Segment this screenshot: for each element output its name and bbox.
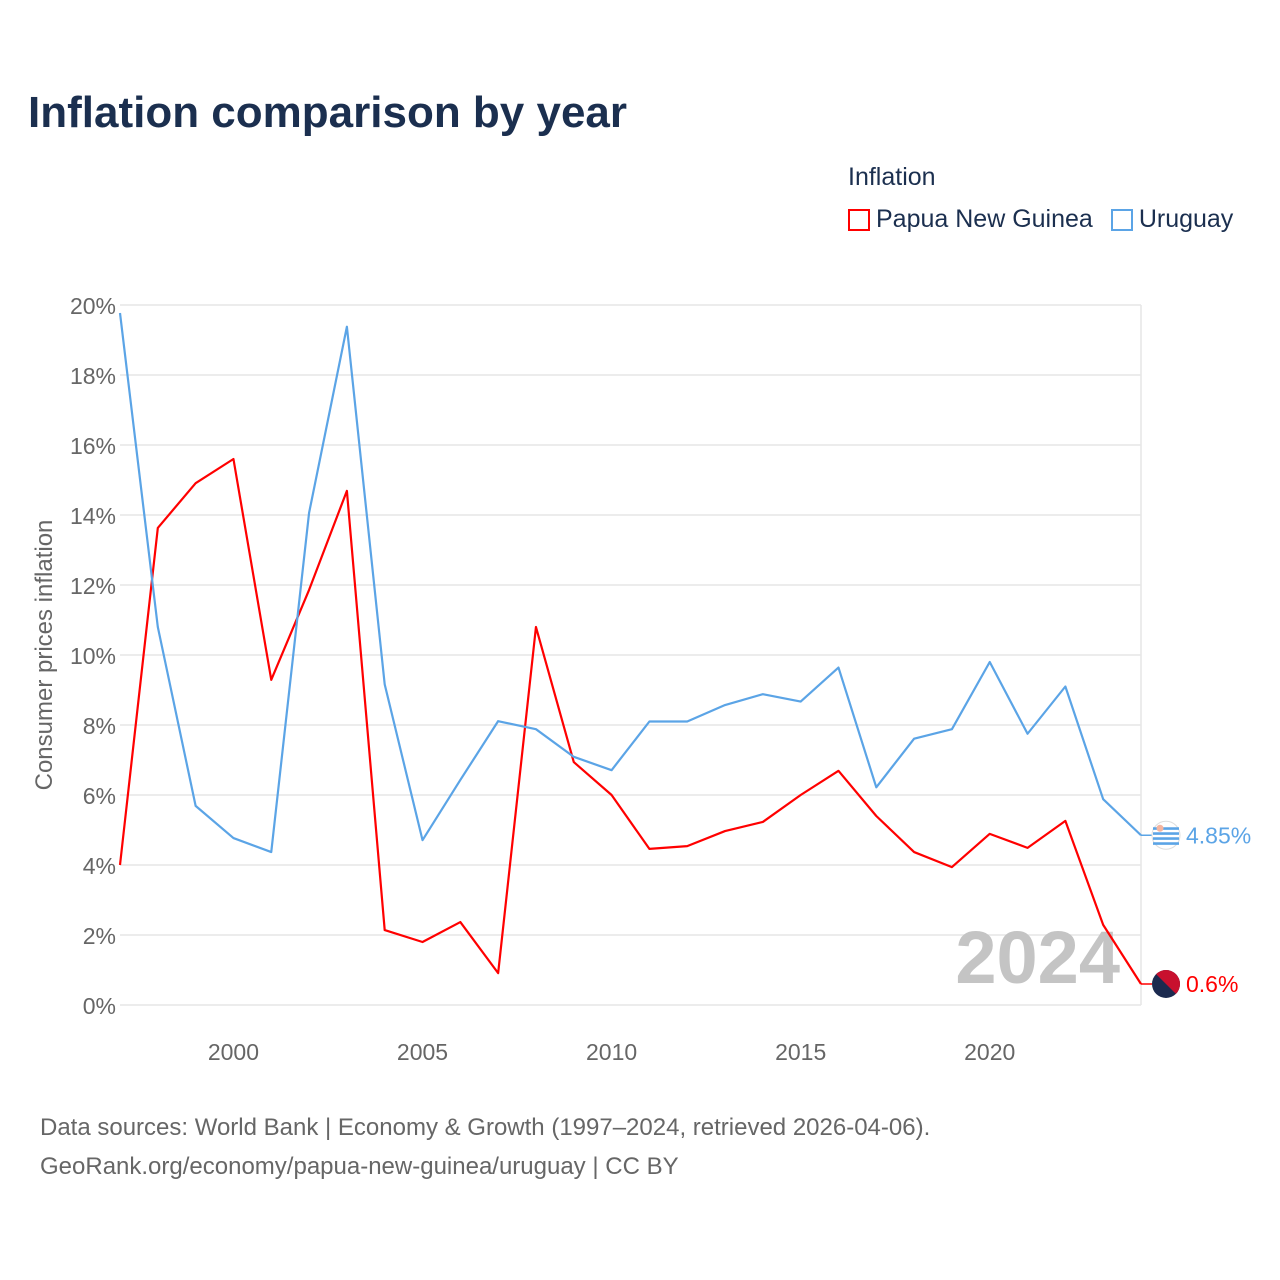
y-tick-label: 6% xyxy=(83,783,116,809)
y-tick-label: 0% xyxy=(83,993,116,1019)
legend-title: Inflation xyxy=(848,163,936,191)
legend-swatch xyxy=(1110,208,1133,231)
x-tick-label: 2000 xyxy=(208,1039,259,1065)
y-tick-label: 20% xyxy=(70,293,116,319)
uruguay-flag-icon xyxy=(1151,820,1181,850)
legend-label: Papua New Guinea xyxy=(876,205,1093,233)
y-tick-label: 18% xyxy=(70,363,116,389)
flag-stripe xyxy=(1153,832,1179,835)
x-tick-label: 2020 xyxy=(964,1039,1015,1065)
end-value-label: 0.6% xyxy=(1186,971,1238,997)
x-tick-label: 2010 xyxy=(586,1039,637,1065)
y-tick-label: 10% xyxy=(70,643,116,669)
source-line-1: Data sources: World Bank | Economy & Gro… xyxy=(40,1114,931,1141)
legend-item-uruguay[interactable]: Uruguay xyxy=(1110,205,1234,234)
source-note: Data sources: World Bank | Economy & Gro… xyxy=(40,1108,930,1186)
flag-stripe xyxy=(1153,837,1179,840)
flag-stripe xyxy=(1153,827,1179,830)
chart-title: Inflation comparison by year xyxy=(28,88,628,137)
source-line-2[interactable]: GeoRank.org/economy/papua-new-guinea/uru… xyxy=(40,1153,679,1180)
legend-item-papua-new-guinea[interactable]: Papua New Guinea xyxy=(848,205,1093,234)
y-tick-label: 4% xyxy=(83,853,116,879)
end-value-label: 4.85% xyxy=(1186,822,1251,848)
y-tick-label: 14% xyxy=(70,503,116,529)
y-tick-label: 12% xyxy=(70,573,116,599)
y-tick-label: 16% xyxy=(70,433,116,459)
legend-swatch xyxy=(848,208,870,231)
y-axis-label: Consumer prices inflation xyxy=(31,520,58,791)
x-tick-label: 2015 xyxy=(775,1039,826,1065)
flag-part xyxy=(1156,970,1180,994)
series-line-papua-new-guinea xyxy=(118,457,1142,985)
year-watermark: 2024 xyxy=(955,916,1120,999)
y-tick-label: 8% xyxy=(83,713,116,739)
legend: Papua New Guinea Uruguay xyxy=(848,205,1233,234)
series-line-uruguay xyxy=(118,312,1142,854)
legend-label: Uruguay xyxy=(1138,205,1234,233)
flag-sun xyxy=(1156,824,1164,832)
x-tick-label: 2005 xyxy=(397,1039,448,1065)
flag-stripe xyxy=(1153,842,1179,845)
y-tick-label: 2% xyxy=(83,923,116,949)
